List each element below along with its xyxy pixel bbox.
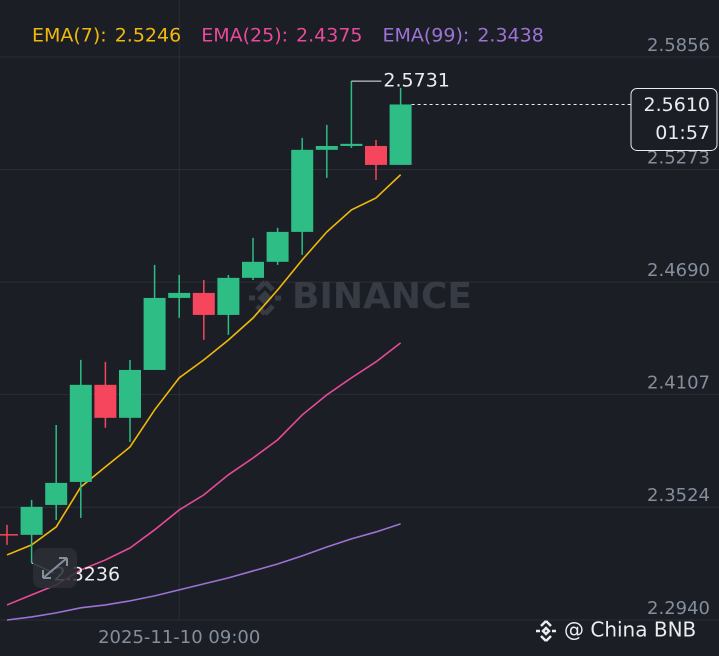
candle-body [291, 149, 314, 232]
current-price-label: 2.5610 [644, 94, 710, 116]
candle-body [192, 292, 215, 315]
y-tick-label: 2.5856 [647, 35, 710, 56]
zoom-icon [42, 557, 68, 579]
legend-value: 2.5246 [115, 25, 181, 47]
y-tick-label: 2.4690 [647, 260, 710, 281]
legend-value: 2.4375 [296, 25, 362, 47]
candle-body [143, 297, 166, 370]
y-tick-label: 2.3524 [647, 485, 710, 506]
high-label: 2.5731 [383, 70, 449, 92]
y-tick-label: 2.5273 [647, 148, 710, 169]
legend-value: 2.3438 [477, 25, 543, 47]
candle-body [365, 145, 387, 165]
candle-body [69, 384, 92, 482]
legend: EMA(7): 2.5246 EMA(25): 2.4375 EMA(99): 2.343… [32, 25, 544, 47]
candle-body [242, 261, 264, 278]
candle-body [20, 506, 43, 535]
legend-label: EMA(25): [201, 25, 288, 47]
countdown: 01:57 [655, 122, 710, 144]
candle-body [168, 292, 191, 298]
watermark-logo [249, 280, 281, 316]
y-tick-label: 2.4107 [647, 373, 710, 394]
candle-body [0, 534, 18, 536]
candle-body [94, 384, 117, 418]
candle-body [266, 231, 289, 262]
ema-line [6, 174, 402, 556]
candle-body [217, 277, 240, 315]
y-tick-label: 2.2940 [647, 598, 710, 619]
candle-body [389, 104, 412, 165]
watermark-group: BINANCE [249, 276, 472, 317]
legend-label: EMA(7): [32, 25, 107, 47]
candle-body [119, 369, 141, 418]
zoom-button[interactable] [33, 548, 77, 588]
current-price-box [630, 87, 718, 151]
candles [0, 81, 412, 563]
candle-body [340, 143, 363, 146]
watermark: BINANCE [292, 276, 472, 317]
legend-label: EMA(99): [383, 25, 470, 47]
ema-line [6, 523, 401, 621]
candle-body [315, 145, 338, 150]
credit: @ China BNB [564, 618, 696, 642]
x-tick-label: 2025-11-10 09:00 [98, 627, 260, 648]
candle-body [45, 482, 68, 505]
credit-logo [536, 620, 556, 642]
